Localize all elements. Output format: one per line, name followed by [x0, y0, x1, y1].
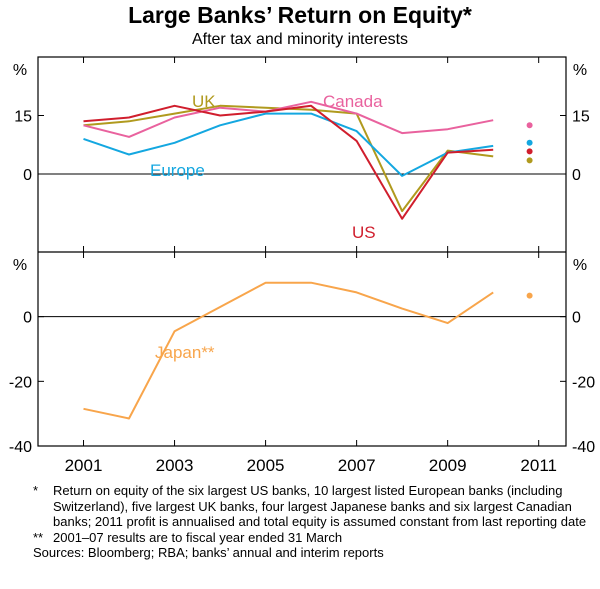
- xtick-label-2003: 2003: [156, 456, 194, 475]
- top-unit-label-left: %: [13, 62, 27, 79]
- chart-notes: * Return on equity of the six largest US…: [33, 483, 593, 561]
- series-label-canada: Canada: [323, 92, 383, 111]
- bottom-ytick-label-right--40: -40: [572, 439, 595, 456]
- top-ytick-label-right-15: 15: [572, 109, 590, 126]
- series-point-2011-europe: [526, 139, 533, 146]
- chart-title: Large Banks’ Return on Equity*: [128, 2, 472, 28]
- series-point-2011-uk: [526, 157, 533, 164]
- series-label-us: US: [352, 223, 376, 242]
- series-line-europe: [83, 112, 494, 177]
- footnote-2-text: 2001–07 results are to fiscal year ended…: [53, 529, 343, 545]
- xtick-label-2011: 2011: [520, 456, 557, 475]
- series-label-europe: Europe: [150, 161, 205, 180]
- xtick-label-2001: 2001: [65, 456, 103, 475]
- bottom-ytick-label-left--20: -20: [9, 374, 32, 391]
- series-label-japan: Japan**: [155, 343, 215, 362]
- series-point-2011-canada: [526, 122, 533, 129]
- series-point-2011-us: [526, 148, 533, 155]
- footnote-1: * Return on equity of the six largest US…: [33, 483, 593, 530]
- bottom-unit-label-right: %: [573, 257, 587, 274]
- bottom-unit-label-left: %: [13, 257, 27, 274]
- top-ytick-label-left-0: 0: [23, 167, 32, 184]
- series-line-us: [83, 104, 494, 220]
- chart-subtitle: After tax and minority interests: [191, 31, 409, 48]
- footnote-1-mark: *: [33, 483, 39, 498]
- sources-note: Sources: Bloomberg; RBA; banks’ annual a…: [33, 545, 384, 560]
- series-line-uk: [83, 104, 494, 213]
- footnote-1-text: Return on equity of the six largest US b…: [53, 483, 587, 529]
- xtick-label-2007: 2007: [338, 456, 376, 475]
- bottom-ytick-label-right--20: -20: [572, 374, 595, 391]
- xtick-label-2009: 2009: [429, 456, 467, 475]
- bottom-ytick-label-right-0: 0: [572, 310, 581, 327]
- footnote-2-mark: **: [33, 529, 44, 545]
- series-point-2011-japan: [526, 292, 533, 299]
- series-line-canada: [83, 100, 494, 138]
- series-label-uk: UK: [192, 92, 216, 111]
- top-ytick-label-left-15: 15: [14, 109, 32, 126]
- bottom-ytick-label-left-0: 0: [23, 310, 32, 327]
- bottom-ytick-label-left--40: -40: [9, 439, 32, 456]
- series-line-japan: [83, 281, 494, 420]
- top-unit-label-right: %: [573, 62, 587, 79]
- return-on-equity-chart: % % 0 0 15 15 UK Canada Europe US% % 0 0 -20 -20 -40 -40…: [9, 56, 595, 475]
- footnote-2: ** 2001–07 results are to fiscal year en…: [33, 530, 593, 546]
- xtick-label-2005: 2005: [247, 456, 285, 475]
- top-ytick-label-right-0: 0: [572, 167, 581, 184]
